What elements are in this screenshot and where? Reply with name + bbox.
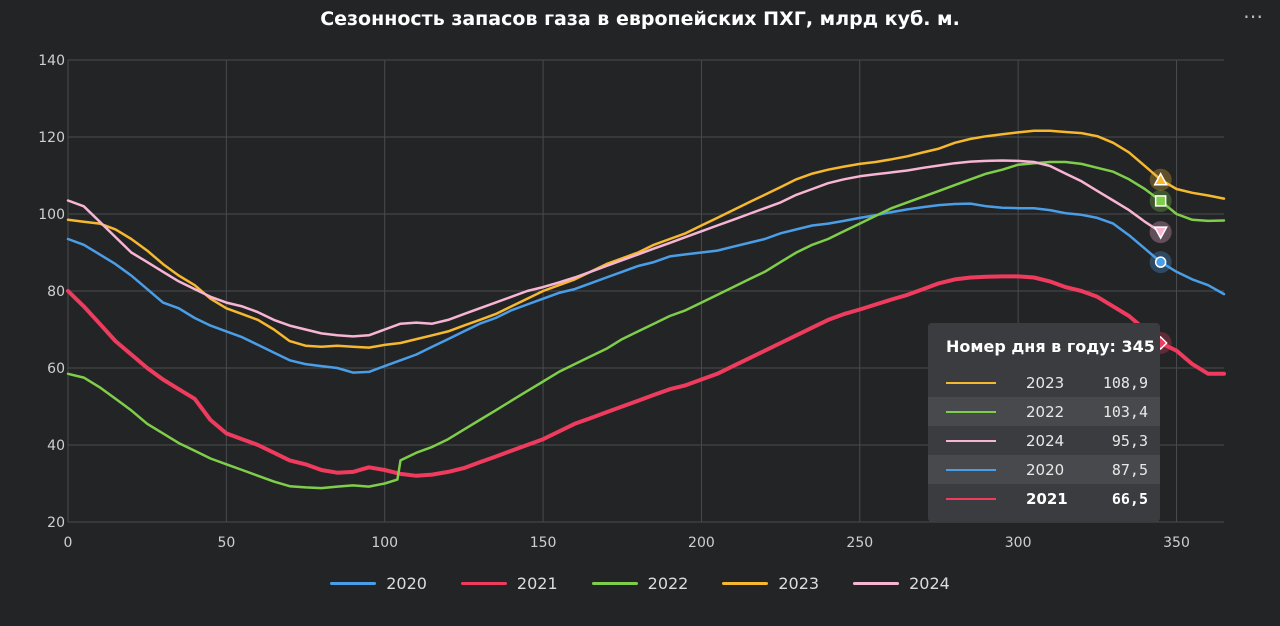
tooltip-swatch <box>946 497 996 500</box>
tooltip-value: 108,9 <box>1102 373 1148 392</box>
tooltip-row-2020: 2020 87,5 <box>928 455 1160 484</box>
tooltip-series-name: 2023 <box>1026 373 1065 392</box>
y-tick-label: 140 <box>38 53 65 69</box>
tooltip-row-2022: 2022 103,4 <box>928 397 1160 426</box>
tooltip-swatch <box>946 410 996 413</box>
y-tick-label: 60 <box>47 361 65 377</box>
y-tick-label: 40 <box>47 438 65 454</box>
x-tick-label: 150 <box>530 535 557 551</box>
legend-label: 2020 <box>386 574 427 593</box>
y-tick-label: 120 <box>38 130 65 146</box>
tooltip-series-name: 2022 <box>1026 402 1065 421</box>
y-tick-label: 100 <box>38 207 65 223</box>
y-tick-label: 80 <box>47 284 65 300</box>
series-line-2020[interactable] <box>66 202 1226 374</box>
tooltip-swatch <box>946 439 996 442</box>
hover-marker-2022 <box>1154 195 1167 207</box>
tooltip-series-name: 2024 <box>1026 431 1065 450</box>
series-lines <box>66 129 1226 490</box>
legend-item-2021[interactable]: 2021 <box>460 574 558 593</box>
legend-item-2022[interactable]: 2022 <box>591 574 689 593</box>
tooltip-value: 95,3 <box>1111 431 1148 450</box>
tooltip-series-name: 2021 <box>1026 489 1068 508</box>
legend: 2020 2021 2022 2023 2024 <box>0 574 1280 593</box>
x-tick-label: 100 <box>371 535 398 551</box>
legend-label: 2023 <box>778 574 820 593</box>
tooltip-series-name: 2020 <box>1026 460 1065 479</box>
legend-swatch <box>853 582 900 585</box>
tooltip-row-2024: 2024 95,3 <box>928 426 1160 455</box>
legend-label: 2022 <box>647 574 689 593</box>
tooltip-value: 66,5 <box>1111 489 1148 508</box>
tooltip-swatch <box>946 468 996 471</box>
tooltip-value: 87,5 <box>1111 460 1148 479</box>
legend-item-2020[interactable]: 2020 <box>330 574 427 593</box>
legend-item-2023[interactable]: 2023 <box>722 574 819 593</box>
legend-swatch <box>460 582 507 585</box>
chart-title: Сезонность запасов газа в европейских ПХ… <box>320 8 960 30</box>
hover-marker-2020 <box>1154 256 1167 268</box>
tooltip-row-2023: 2023 108,9 <box>928 368 1160 397</box>
hover-marker-2024 <box>1153 226 1168 240</box>
series-line-2024[interactable] <box>66 159 1162 338</box>
series-line-2022[interactable] <box>66 160 1226 490</box>
x-tick-label: 350 <box>1163 535 1190 551</box>
tooltip-value: 103,4 <box>1102 402 1148 421</box>
tooltip: Номер дня в году: 345 2023 108,9 2022 103,4… <box>928 323 1160 522</box>
y-tick-label: 20 <box>47 515 65 531</box>
legend-swatch <box>591 582 638 585</box>
hover-marker-2023 <box>1153 172 1168 186</box>
tooltip-header: Номер дня в году: 345 <box>946 337 1155 356</box>
legend-swatch <box>330 582 377 585</box>
legend-swatch <box>722 582 769 585</box>
series-line-2023[interactable] <box>66 129 1226 349</box>
x-tick-label: 0 <box>64 535 73 551</box>
tooltip-swatch <box>946 381 996 384</box>
tooltip-row-2021: 2021 66,5 <box>928 484 1160 513</box>
hover-markers <box>1149 168 1172 354</box>
x-tick-label: 200 <box>688 535 715 551</box>
legend-label: 2021 <box>516 574 558 593</box>
x-tick-label: 300 <box>1005 535 1032 551</box>
x-tick-label: 250 <box>846 535 873 551</box>
legend-item-2024[interactable]: 2024 <box>853 574 950 593</box>
series-line-2021[interactable] <box>66 274 1226 478</box>
legend-label: 2024 <box>909 574 950 593</box>
more-dots-icon[interactable]: ⋯ <box>1243 4 1264 28</box>
axes: 20 40 60 80 100 120 140 0 50 100 150 200 250 300 350 <box>38 53 1190 551</box>
x-tick-label: 50 <box>217 535 235 551</box>
